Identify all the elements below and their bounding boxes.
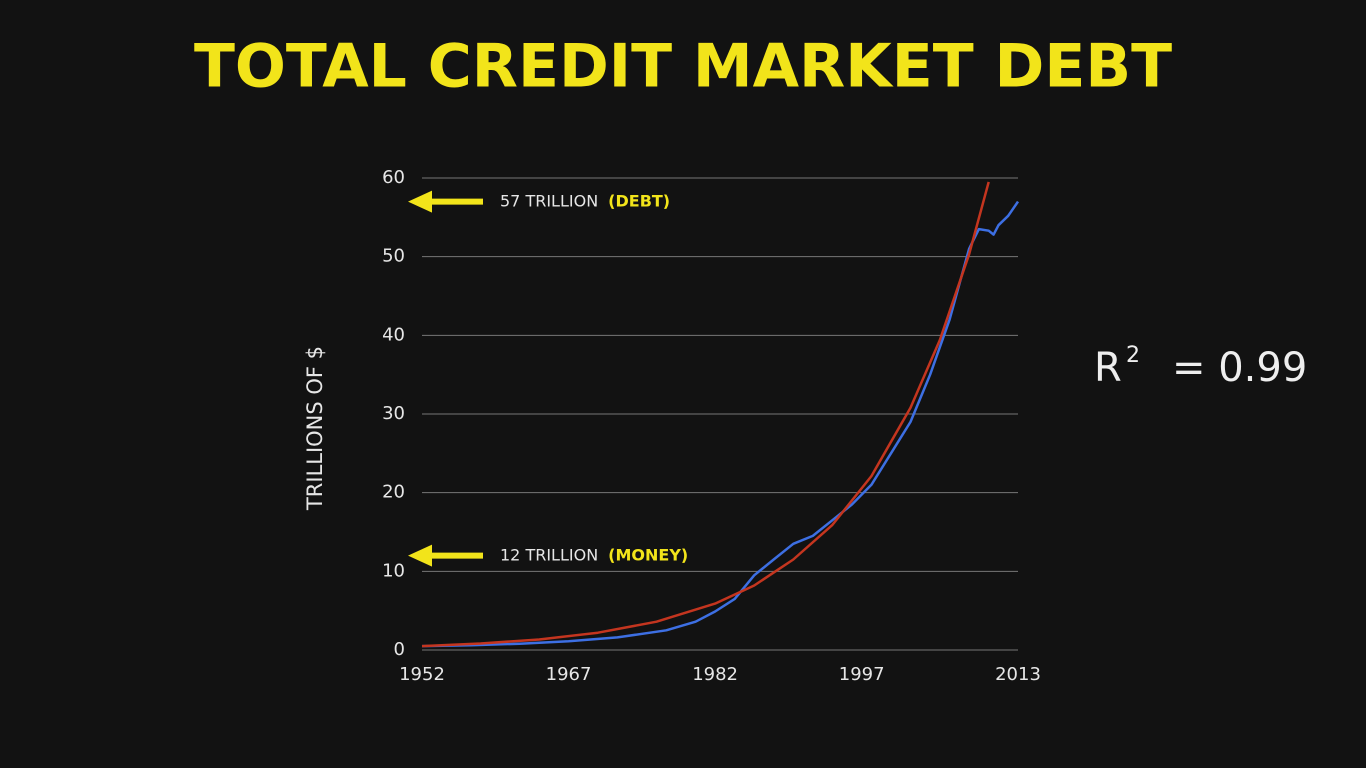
annotation-highlight: (DEBT) (608, 191, 670, 210)
x-tick-label: 2013 (995, 664, 1041, 685)
y-tick-label: 50 (382, 246, 405, 267)
x-tick-label: 1967 (546, 664, 592, 685)
x-tick-label: 1952 (399, 664, 445, 685)
annotation-label: 12 TRILLION (500, 545, 598, 564)
fit-symbol: R (1094, 345, 1122, 391)
annotation: 57 TRILLION (DEBT) (408, 190, 670, 213)
fit-text: = 0.99 (1172, 345, 1307, 391)
annotation-label: 57 TRILLION (500, 191, 598, 210)
x-tick-label: 1997 (839, 664, 885, 685)
fit-superscript: 2 (1126, 343, 1140, 368)
y-tick-label: 30 (382, 403, 405, 424)
y-tick-label: 20 (382, 482, 405, 503)
chart-title: TOTAL CREDIT MARKET DEBT (194, 32, 1172, 102)
annotation-arrow-head (408, 190, 432, 213)
annotation: 12 TRILLION (MONEY) (408, 544, 688, 567)
fit-label: R 2 = 0.99 (1094, 343, 1307, 391)
y-tick-label: 60 (382, 167, 405, 188)
annotation-arrow-head (408, 544, 432, 567)
x-tick-label: 1982 (692, 664, 738, 685)
annotation-text: 12 TRILLION (MONEY) (500, 545, 688, 564)
series-line (421, 200, 1020, 648)
annotation-highlight: (MONEY) (608, 545, 688, 564)
annotation-text: 57 TRILLION (DEBT) (500, 191, 670, 210)
series-line (421, 181, 990, 648)
y-tick-label: 40 (382, 324, 405, 345)
y-tick-label: 10 (382, 560, 405, 581)
y-axis-label: TRILLIONS OF $ (303, 346, 327, 511)
y-tick-label: 0 (394, 639, 405, 660)
